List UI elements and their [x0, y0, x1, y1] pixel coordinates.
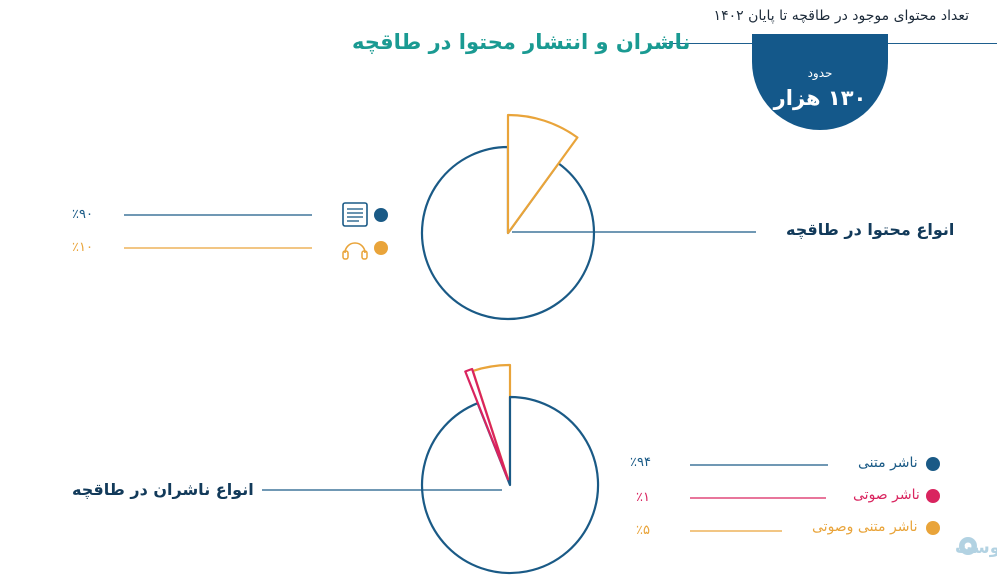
legend-dot-text-publisher: [926, 457, 940, 471]
legend-dot-text-audio-publisher: [926, 521, 940, 535]
ebook-icon: [342, 202, 368, 227]
legend-dot-audio-publisher: [926, 489, 940, 503]
chart2-pct-both: ٪۵: [636, 523, 650, 538]
pie2-slice-text-publisher: [421, 395, 600, 575]
legend-label-text-audio-publisher: ناشر متنی وصوتی: [812, 519, 918, 535]
chart1-title: انواع محتوا در طاقچه: [786, 220, 955, 239]
content-types-pie: [420, 113, 595, 321]
chart1-pct-audio: ٪۱۰: [72, 240, 93, 255]
legend-dot-audio: [374, 241, 388, 255]
legend-dot-text: [374, 208, 388, 222]
headphones-icon: [342, 242, 368, 260]
pie1-slice-audio: [506, 113, 579, 235]
pie2-slice-audio-publisher: [464, 367, 510, 481]
header-caption: تعداد محتوای موجود در طاقچه تا پایان ۱۴۰…: [713, 8, 969, 24]
chart2-pct-audio: ٪۱: [636, 490, 650, 505]
chart2-title: انواع ناشران در طاقچه: [72, 480, 254, 499]
watermark-text: پیوست: [955, 538, 997, 558]
chart2-pct-text: ٪۹۴: [630, 455, 651, 470]
legend-label-text-publisher: ناشر متنی: [858, 455, 918, 471]
legend-label-audio-publisher: ناشر صوتی: [853, 487, 920, 503]
watermark-logo: پیوست: [955, 537, 997, 558]
badge-value: ۱۳۰ هزار: [773, 86, 867, 110]
page-title: ناشران و انتشار محتوا در طاقچه: [352, 30, 691, 54]
badge-prefix: حدود: [807, 66, 833, 80]
publisher-types-pie: [421, 363, 600, 575]
chart1-pct-text: ٪۹۰: [72, 207, 93, 222]
